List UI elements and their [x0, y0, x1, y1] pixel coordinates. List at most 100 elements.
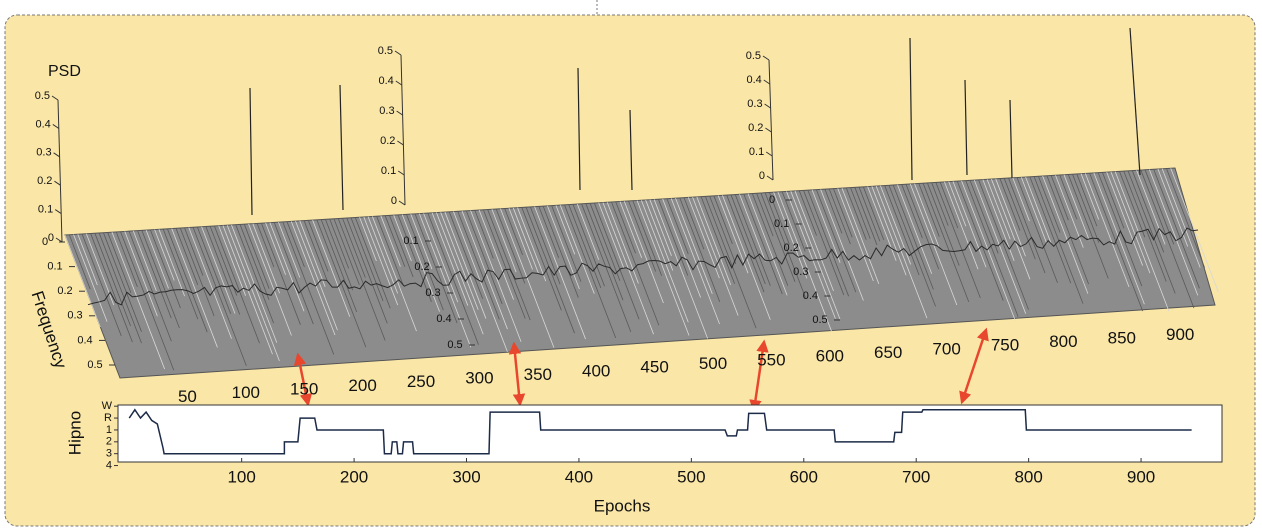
texture [1003, 178, 1036, 260]
x-tick-label: 300 [465, 369, 493, 388]
texture [465, 210, 503, 305]
texture [632, 200, 663, 276]
texture [307, 220, 329, 272]
psd-axis [768, 59, 774, 181]
texture [145, 229, 169, 289]
spikes [249, 27, 1141, 216]
texture [747, 193, 788, 296]
x-tick-label: 50 [178, 387, 197, 406]
texture [312, 219, 351, 317]
texture [431, 212, 469, 306]
texture [137, 230, 172, 319]
texture [337, 218, 386, 341]
y-tick-label: 3 [106, 448, 112, 460]
texture [1008, 177, 1046, 274]
texture [273, 222, 314, 325]
texture [615, 201, 636, 254]
texture [1020, 177, 1048, 245]
texture [619, 201, 643, 258]
texture [256, 223, 275, 268]
psd-tick [54, 180, 61, 186]
psd-tick-label: 0 [391, 195, 397, 207]
texture [1123, 170, 1167, 282]
texture [794, 190, 834, 292]
texture [1127, 170, 1176, 294]
texture [474, 210, 494, 259]
texture [1076, 173, 1098, 227]
texture [969, 180, 999, 254]
texture [487, 209, 531, 321]
texture [261, 223, 301, 325]
texture [171, 228, 218, 348]
freq-tick-label: 0.1 [403, 235, 418, 247]
texture [252, 223, 280, 294]
texture [713, 195, 733, 244]
freq-tick-label: 0.2 [57, 285, 72, 297]
texture [359, 217, 377, 262]
texture [897, 184, 933, 274]
x-tick-label: 150 [290, 380, 318, 399]
texture [141, 230, 180, 329]
texture [132, 230, 157, 291]
texture [248, 223, 292, 336]
texture [760, 192, 796, 282]
x-tick-label: 100 [227, 467, 255, 486]
texture [389, 215, 414, 278]
freq-tick-label: 0.3 [425, 287, 440, 299]
freq-tick-label: 0.3 [67, 310, 82, 322]
texture [162, 228, 199, 320]
texture [1166, 168, 1205, 268]
psd-tick-label: 0.4 [379, 75, 394, 87]
freq-tick-label: 0.4 [803, 290, 818, 302]
psd-tick [395, 80, 403, 86]
texture [384, 215, 406, 268]
texture [538, 206, 560, 258]
texture [77, 234, 98, 286]
texture [491, 209, 517, 273]
freq-tick-label: 0 [42, 236, 48, 248]
ridge [87, 227, 1199, 306]
psd-tick [766, 175, 774, 181]
texture [1059, 174, 1078, 220]
texture [1055, 175, 1084, 248]
texture [931, 182, 949, 226]
texture [692, 196, 739, 316]
texture [717, 195, 749, 274]
psd-tick [397, 170, 405, 176]
freq-tick-label: 0.1 [774, 218, 789, 230]
texture [209, 226, 238, 296]
texture [888, 185, 936, 307]
texture [918, 183, 940, 237]
x-tick-label: 650 [874, 343, 902, 362]
freq-tick-label: 0 [769, 194, 775, 206]
psd-tick [762, 55, 770, 61]
texture [448, 211, 484, 299]
texture [529, 206, 561, 285]
texture [376, 216, 404, 287]
texture [636, 200, 690, 336]
texture [98, 232, 142, 344]
texture [235, 224, 274, 324]
texture [1097, 172, 1143, 287]
link-arrows [293, 327, 989, 413]
texture [299, 220, 326, 287]
texture [124, 231, 158, 317]
psd-tick [53, 152, 60, 158]
texture [444, 211, 487, 319]
psd-tick [396, 110, 403, 116]
texture [1106, 171, 1144, 266]
texture [769, 192, 790, 245]
texture [1029, 176, 1072, 284]
psd-tick-label: 0.3 [379, 105, 394, 117]
x-tick-label: 250 [407, 372, 435, 391]
texture [226, 225, 280, 362]
texture [504, 208, 523, 256]
x-tick-label: 850 [1108, 328, 1136, 347]
texture [243, 224, 270, 289]
texture [154, 229, 175, 281]
x-tick-label: 700 [902, 467, 930, 486]
texture [517, 207, 547, 282]
texture [525, 207, 575, 334]
texture [1063, 174, 1090, 241]
freq-tick-label: 0.4 [436, 313, 451, 325]
